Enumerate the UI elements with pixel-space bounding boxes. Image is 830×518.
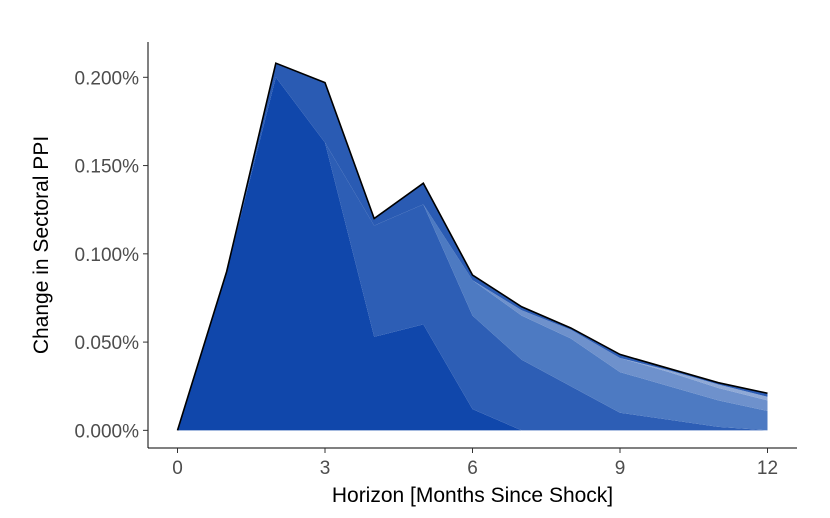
x-tick-label: 9 xyxy=(615,458,626,479)
x-tick-label: 3 xyxy=(320,458,331,479)
y-axis-ticks: 0.000% 0.050% 0.100% 0.150% 0.200% xyxy=(75,68,148,442)
y-tick-label: 0.000% xyxy=(75,421,140,442)
x-axis-title: Horizon [Months Since Shock] xyxy=(332,484,613,507)
area-series-group xyxy=(177,63,768,431)
x-tick-label: 6 xyxy=(467,458,478,479)
y-axis-title: Change in Sectoral PPI xyxy=(30,136,53,354)
area-layer-2 xyxy=(177,77,768,431)
y-tick-label: 0.100% xyxy=(75,245,140,266)
area-layer-1 xyxy=(177,77,768,431)
y-tick-label: 0.050% xyxy=(75,333,140,354)
x-axis-ticks: 0 3 6 9 12 xyxy=(172,448,778,479)
y-tick-label: 0.150% xyxy=(75,157,140,178)
area-layer-4 xyxy=(177,77,768,431)
x-tick-label: 0 xyxy=(172,458,183,479)
x-tick-label: 12 xyxy=(757,458,778,479)
total-outline xyxy=(176,62,768,431)
y-tick-label: 0.200% xyxy=(75,68,140,89)
